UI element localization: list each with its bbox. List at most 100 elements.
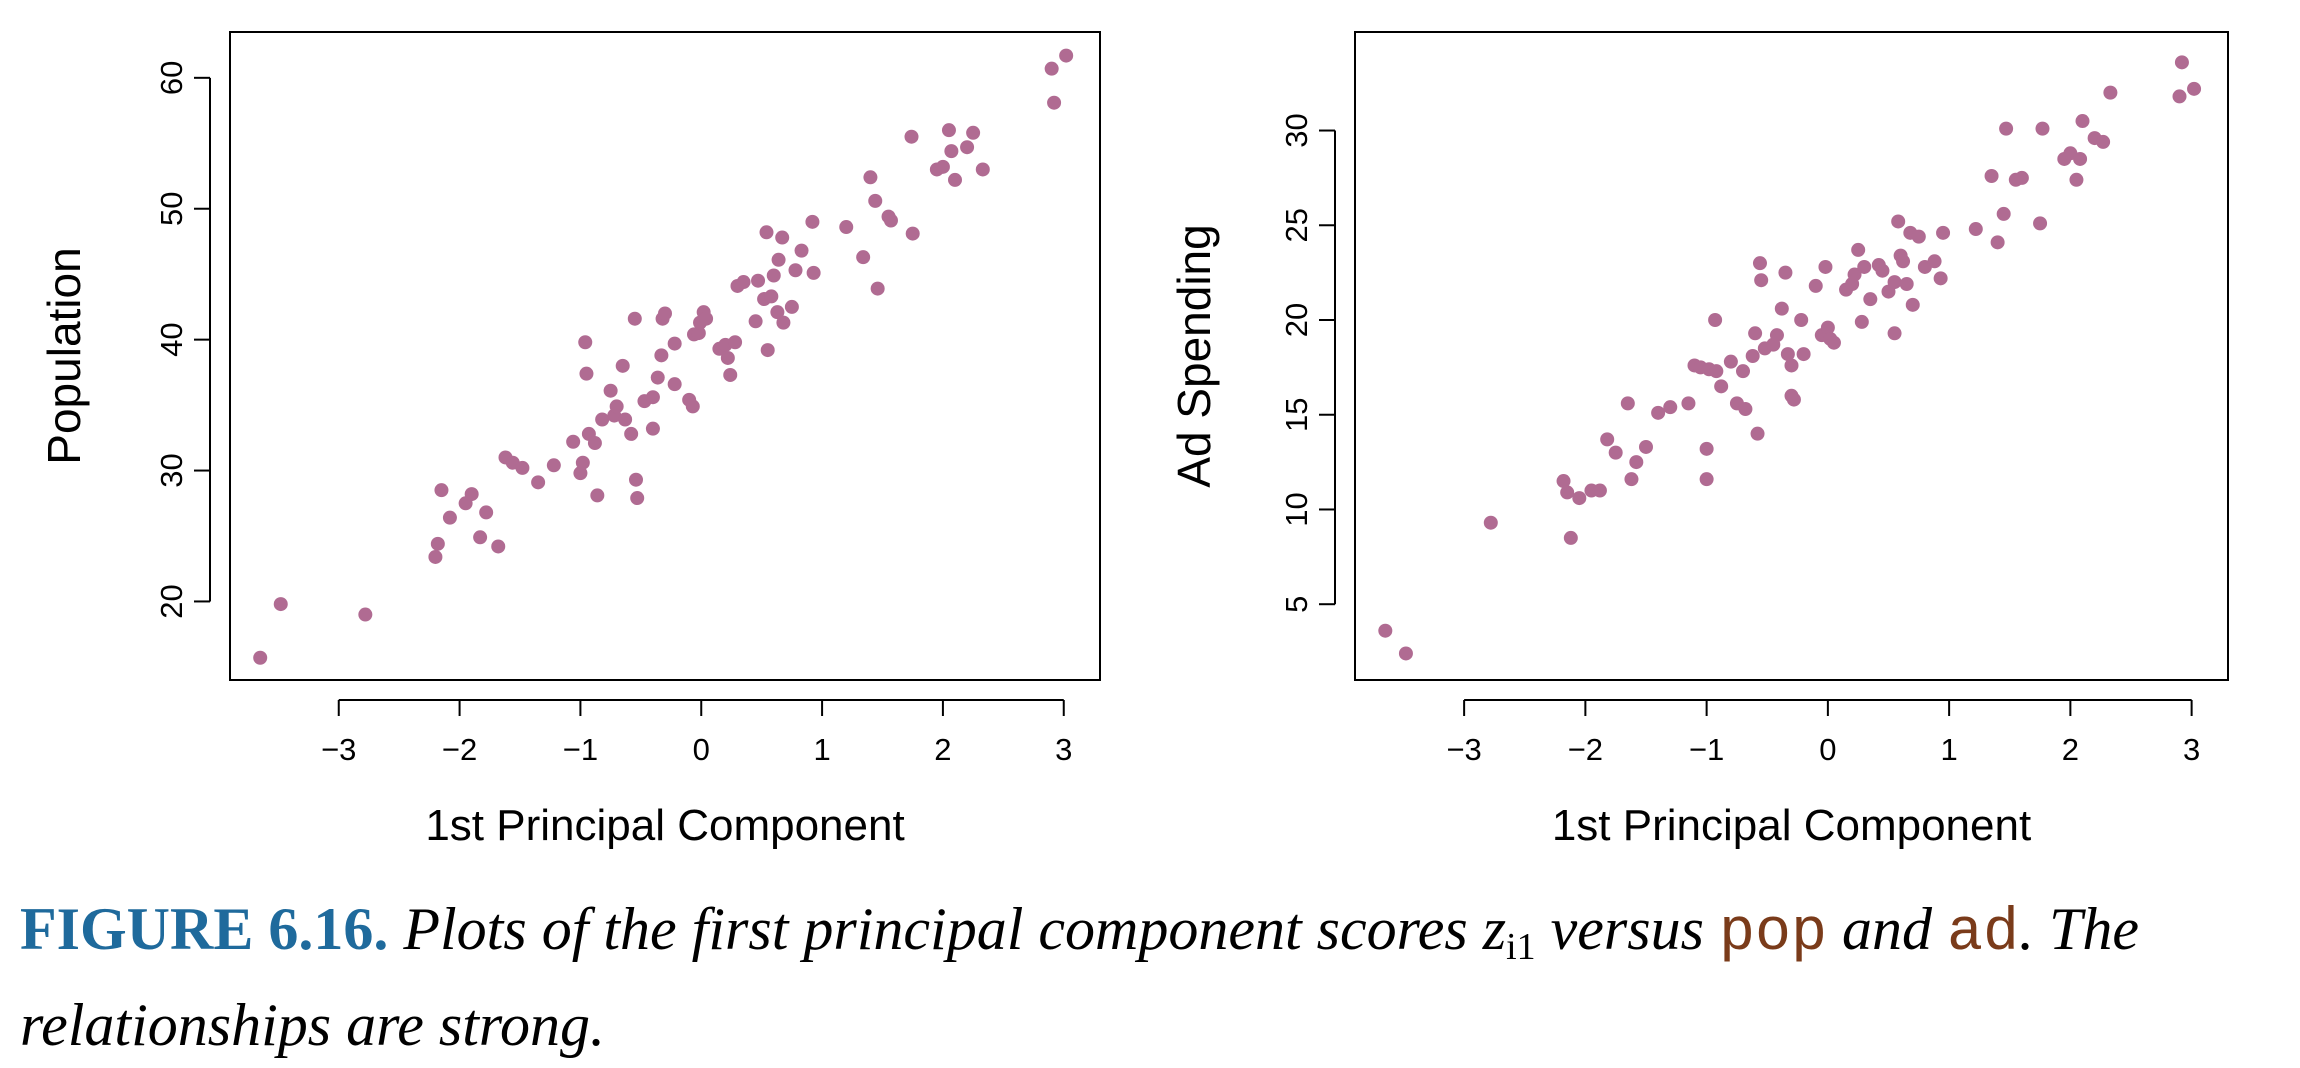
data-point bbox=[771, 252, 786, 267]
data-point bbox=[806, 265, 821, 280]
data-point bbox=[2073, 151, 2088, 166]
data-point bbox=[575, 455, 590, 470]
data-point bbox=[531, 475, 546, 490]
data-point bbox=[2014, 170, 2029, 185]
data-point bbox=[1714, 379, 1729, 394]
data-point bbox=[273, 597, 288, 612]
data-point bbox=[2187, 81, 2202, 96]
data-point bbox=[2172, 89, 2187, 104]
data-point bbox=[650, 370, 665, 385]
data-point bbox=[442, 510, 457, 525]
data-point bbox=[1887, 326, 1902, 341]
data-point bbox=[630, 491, 645, 506]
data-point bbox=[770, 305, 785, 320]
data-point bbox=[723, 367, 738, 382]
caption-variable-subscript: i1 bbox=[1506, 926, 1536, 968]
y-tick-label: 20 bbox=[1279, 303, 1314, 337]
data-point bbox=[1398, 646, 1413, 661]
data-point bbox=[736, 275, 751, 290]
data-point bbox=[1483, 515, 1498, 530]
data-point bbox=[1936, 225, 1951, 240]
data-point bbox=[1794, 313, 1809, 327]
data-point bbox=[1059, 48, 1074, 63]
data-point bbox=[2096, 134, 2111, 149]
caption-code-ad: ad bbox=[1946, 900, 2019, 968]
data-point bbox=[1875, 263, 1890, 278]
data-point bbox=[1736, 364, 1750, 379]
data-point bbox=[615, 358, 630, 373]
data-point bbox=[1968, 222, 1983, 237]
data-point bbox=[595, 412, 610, 427]
data-point bbox=[2103, 85, 2118, 100]
data-point bbox=[654, 348, 669, 363]
data-point bbox=[464, 487, 479, 502]
data-point bbox=[1796, 347, 1811, 362]
data-point bbox=[839, 220, 854, 235]
caption-text-2: versus bbox=[1535, 896, 1719, 962]
data-point bbox=[658, 306, 672, 321]
caption-variable-base: z bbox=[1482, 896, 1507, 962]
data-point bbox=[1044, 61, 1059, 76]
y-tick-label: 40 bbox=[154, 322, 189, 356]
y-tick-label: 20 bbox=[154, 584, 189, 618]
caption-text-1: Plots of the first principal component s… bbox=[388, 896, 1483, 962]
data-point bbox=[2075, 114, 2090, 129]
y-tick-label: 10 bbox=[1279, 492, 1314, 526]
data-point bbox=[430, 536, 445, 551]
data-point bbox=[748, 314, 763, 329]
data-point bbox=[1738, 402, 1753, 417]
y-tick-label: 30 bbox=[1279, 113, 1314, 147]
data-point bbox=[1887, 275, 1902, 290]
data-point bbox=[667, 377, 682, 392]
data-point bbox=[627, 311, 642, 326]
data-point bbox=[579, 366, 594, 381]
figure-label: FIGURE 6.16. bbox=[20, 896, 389, 962]
data-point bbox=[1624, 472, 1639, 487]
data-point bbox=[1826, 335, 1841, 350]
data-point bbox=[2174, 55, 2189, 70]
caption-variable: zi1 bbox=[1482, 896, 1536, 968]
data-point bbox=[805, 214, 820, 229]
data-point bbox=[1784, 358, 1799, 373]
data-point bbox=[1896, 254, 1911, 269]
data-point bbox=[883, 213, 898, 228]
data-point bbox=[1723, 354, 1738, 369]
data-point bbox=[868, 193, 883, 208]
data-point bbox=[1572, 491, 1587, 506]
data-point bbox=[1708, 313, 1723, 327]
data-point bbox=[590, 488, 605, 503]
data-point bbox=[428, 549, 443, 564]
data-point bbox=[1899, 277, 1914, 291]
data-point bbox=[1999, 121, 2014, 136]
data-point bbox=[1754, 273, 1769, 288]
data-point bbox=[1927, 254, 1942, 269]
data-point bbox=[1681, 396, 1696, 411]
x-tick-label: −2 bbox=[1568, 732, 1603, 767]
data-point bbox=[1905, 297, 1920, 312]
data-point bbox=[1752, 256, 1767, 271]
data-point bbox=[1663, 400, 1678, 415]
data-point bbox=[1620, 396, 1635, 411]
data-point bbox=[1639, 439, 1653, 454]
x-tick-label: 3 bbox=[1055, 732, 1072, 767]
y-tick-label: 50 bbox=[154, 191, 189, 225]
x-tick-label: 1 bbox=[1941, 732, 1958, 767]
data-point bbox=[1780, 347, 1795, 362]
data-point bbox=[1786, 392, 1801, 407]
y-axis-title: Ad Spending bbox=[1168, 224, 1220, 487]
data-point bbox=[609, 399, 624, 414]
data-point bbox=[760, 343, 775, 358]
data-point bbox=[1600, 432, 1615, 447]
data-point bbox=[491, 539, 506, 554]
data-point bbox=[1778, 265, 1793, 280]
y-tick-label: 5 bbox=[1279, 596, 1314, 613]
data-point bbox=[1851, 242, 1866, 257]
data-point bbox=[856, 250, 871, 265]
data-point bbox=[667, 336, 682, 351]
x-tick-label: −3 bbox=[1446, 732, 1481, 767]
x-tick-label: 0 bbox=[1819, 732, 1836, 767]
data-point bbox=[1629, 455, 1644, 470]
data-point bbox=[1378, 623, 1393, 638]
data-point bbox=[794, 243, 809, 258]
